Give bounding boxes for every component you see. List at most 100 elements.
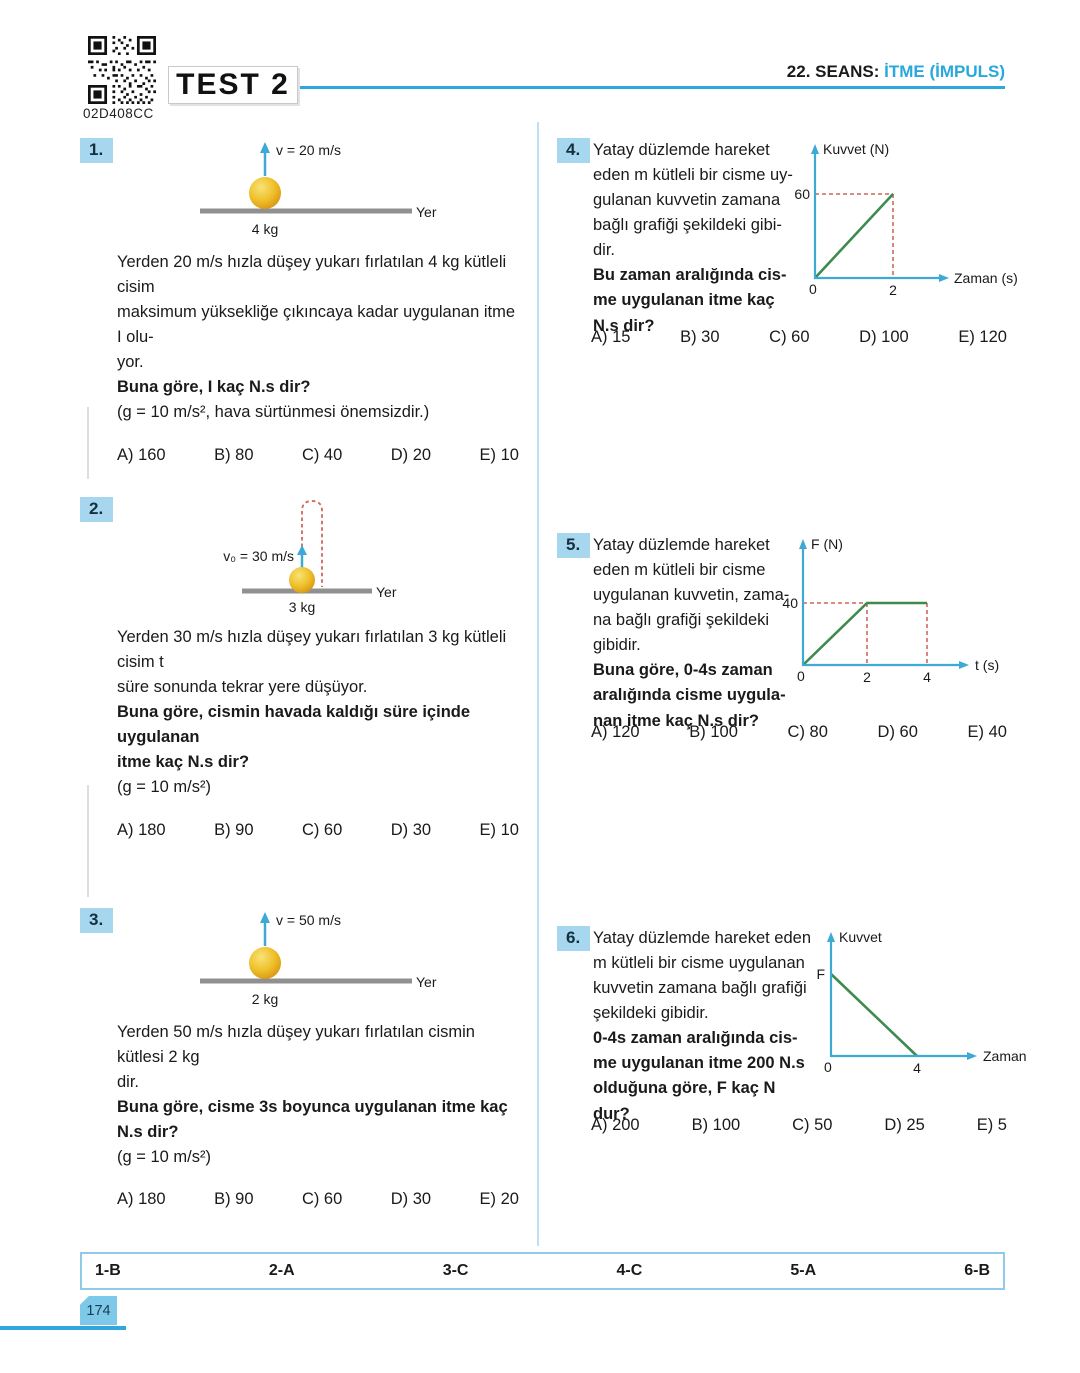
option-d: D) 100 <box>859 328 909 346</box>
velocity-arrowhead <box>297 545 307 555</box>
option-b: B) 90 <box>214 820 254 839</box>
x-tick-4: 4 <box>913 1060 921 1076</box>
option-a: A) 200 <box>591 1116 640 1134</box>
option-e: E) 5 <box>976 1116 1007 1134</box>
force-line <box>830 973 918 1057</box>
origin-label: 0 <box>797 668 805 684</box>
question-1-diagram: v = 20 m/s Yer 4 kg <box>200 142 437 237</box>
question-4-prompt: Bu zaman aralığında cis- me uygulanan it… <box>593 266 787 335</box>
ball <box>249 177 281 209</box>
x-tick-4: 4 <box>923 669 931 685</box>
option-b: B) 30 <box>680 328 720 346</box>
test-title: TEST 2 <box>168 66 298 104</box>
question-6-prompt: 0-4s zaman aralığında cis- me uygulanan … <box>593 1029 805 1123</box>
question-5-number: 5. <box>557 533 591 558</box>
option-a: A) 180 <box>117 1190 166 1209</box>
question-3-prompt: Buna göre, cisme 3s boyunca uygulanan it… <box>117 1098 508 1142</box>
option-e: E) 10 <box>479 445 519 464</box>
answer-key-item-5: 5-A <box>790 1262 817 1279</box>
x-axis-label: Zaman (s) <box>954 270 1018 286</box>
answer-key-item-3: 3-C <box>442 1262 469 1279</box>
option-d: D) 20 <box>390 445 432 464</box>
question-3: 3. v = 50 m/s Yer 2 kg Yerden 50 m/s hız… <box>80 908 520 1209</box>
question-2-text: Yerden 30 m/s hızla düşey yukarı fırlatı… <box>117 628 507 697</box>
question-4-number: 4. <box>557 138 591 163</box>
question-3-diagram: v = 50 m/s Yer 2 kg <box>200 912 437 1007</box>
y-axis-arrowhead <box>827 932 835 942</box>
question-3-text: Yerden 50 m/s hızla düşey yukarı fırlatı… <box>117 1023 475 1092</box>
question-4-options: A) 15 B) 30 C) 60 D) 100 E) 120 <box>591 328 1007 347</box>
option-b: B) 100 <box>691 1116 741 1134</box>
question-1-prompt: Buna göre, I kaç N.s dir? <box>117 378 311 397</box>
qr-code <box>88 36 156 104</box>
question-1: 1. v = 20 m/s Yer 4 kg Yerden 20 m/s hız… <box>80 138 520 465</box>
question-6-graph: Kuvvet F 0 4 Zaman <box>816 929 1026 1076</box>
ground-label: Yer <box>416 204 437 220</box>
page-footer-rule <box>0 1326 126 1330</box>
option-a: A) 15 <box>591 328 631 346</box>
session-topic: İTME (İMPULS) <box>884 62 1005 81</box>
margin-guide-line <box>87 407 89 479</box>
question-4: 4. Yatay düzlemde hareket eden m kütleli… <box>557 138 1018 368</box>
option-c: C) 60 <box>301 820 343 839</box>
velocity-arrowhead <box>260 142 270 153</box>
velocity-label: v₀ = 30 m/s <box>223 548 294 564</box>
question-2-options: A) 180 B) 90 C) 60 D) 30 E) 10 <box>117 821 519 840</box>
x-axis-arrowhead <box>939 274 949 282</box>
question-1-number: 1. <box>80 138 114 163</box>
option-a: A) 120 <box>591 723 640 741</box>
y-tick-60: 60 <box>794 186 810 202</box>
column-divider <box>537 122 539 1246</box>
option-c: C) 60 <box>301 1190 343 1209</box>
x-tick-2: 2 <box>863 669 871 685</box>
trajectory-dashed-path <box>301 500 323 587</box>
answer-key-item-1: 1-B <box>95 1262 121 1279</box>
option-c: C) 60 <box>769 328 810 346</box>
question-1-note: (g = 10 m/s², hava sürtünmesi önemsizdir… <box>117 403 430 422</box>
answer-key: 1-B 2-A 3-C 4-C 5-A 6-B <box>80 1252 1005 1290</box>
y-tick-40: 40 <box>782 595 798 611</box>
option-c: C) 80 <box>787 723 828 741</box>
answer-key-item-6: 6-B <box>964 1262 990 1279</box>
mass-label: 2 kg <box>252 991 278 1007</box>
question-4-text: Yatay düzlemde hareket eden m kütleli bi… <box>593 141 793 260</box>
question-2-diagram: v₀ = 30 m/s Yer 3 kg <box>223 500 397 615</box>
question-3-options: A) 180 B) 90 C) 60 D) 30 E) 20 <box>117 1190 519 1209</box>
question-2: 2. v₀ = 30 m/s Yer 3 kg Yerden 30 m/s hı… <box>80 497 520 840</box>
session-label: 22. SEANS: <box>786 62 880 81</box>
y-axis-label: Kuvvet <box>839 929 882 945</box>
question-5-text: Yatay düzlemde hareket eden m kütleli bi… <box>593 536 790 655</box>
option-a: A) 180 <box>117 820 166 839</box>
option-d: D) 60 <box>877 723 918 741</box>
ground-label: Yer <box>416 974 437 990</box>
ball <box>249 947 281 979</box>
y-tick-F: F <box>816 966 825 982</box>
qr-code-label: 02D408CC <box>83 106 154 121</box>
y-axis-label: F (N) <box>811 536 843 552</box>
question-5-prompt: Buna göre, 0-4s zaman aralığında cisme u… <box>593 661 786 730</box>
header-rule <box>298 86 1005 89</box>
ball <box>289 567 315 593</box>
option-d: D) 25 <box>884 1116 925 1134</box>
option-d: D) 30 <box>390 1190 432 1209</box>
velocity-label: v = 50 m/s <box>276 912 341 928</box>
option-e: E) 20 <box>479 1190 519 1209</box>
option-d: D) 30 <box>390 820 432 839</box>
question-5-graph: F (N) 40 0 2 4 t (s) <box>782 536 999 685</box>
question-2-prompt: Buna göre, cismin havada kaldığı süre iç… <box>117 703 471 772</box>
answer-key-item-2: 2-A <box>268 1262 295 1279</box>
mass-label: 4 kg <box>252 221 278 237</box>
x-axis-arrowhead <box>967 1052 977 1060</box>
question-1-text: Yerden 20 m/s hızla düşey yukarı fırlatı… <box>117 253 516 372</box>
question-5: 5. Yatay düzlemde hareket eden m kütleli… <box>557 533 1015 763</box>
page-number: 174 <box>80 1296 117 1325</box>
question-6: 6. Yatay düzlemde hareket eden m kütleli… <box>557 926 1027 1158</box>
option-b: B) 80 <box>214 445 254 464</box>
option-e: E) 40 <box>967 723 1007 741</box>
question-2-number: 2. <box>80 497 114 522</box>
x-axis-label: t (s) <box>975 657 999 673</box>
velocity-label: v = 20 m/s <box>276 142 341 158</box>
x-axis-arrowhead <box>959 661 969 669</box>
question-6-number: 6. <box>557 926 591 951</box>
